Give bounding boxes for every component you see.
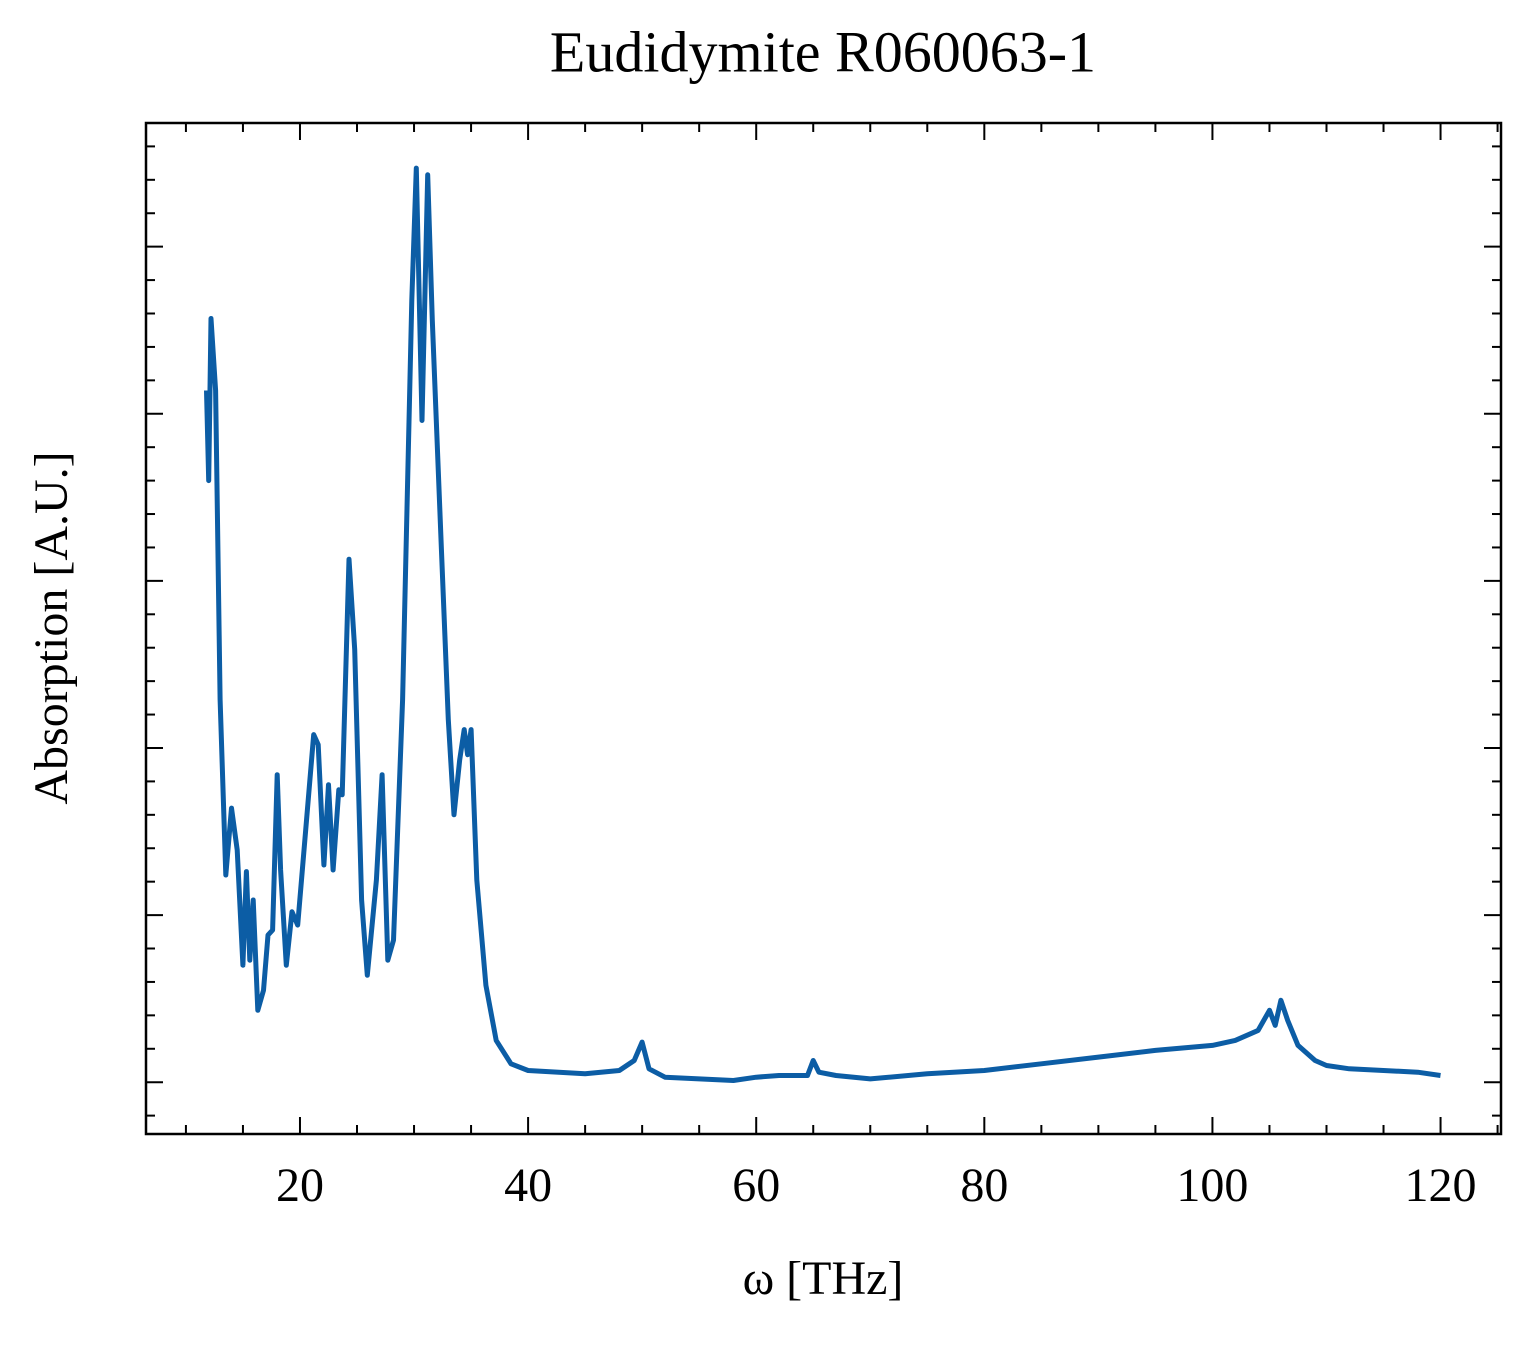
- data-line: [204, 165, 1441, 1083]
- y-axis-label: Absorption [A.U.]: [25, 451, 78, 804]
- x-tick-label: 60: [732, 1159, 780, 1212]
- x-tick-label: 100: [1176, 1159, 1248, 1212]
- x-tick-label: 80: [960, 1159, 1008, 1212]
- x-tick-label: 20: [276, 1159, 324, 1212]
- chart-title: Eudidymite R060063-1: [550, 19, 1096, 84]
- x-tick-label: 40: [504, 1159, 552, 1212]
- x-tick-label: 120: [1405, 1159, 1477, 1212]
- x-axis-label: ω [THz]: [743, 1252, 904, 1305]
- plot-frame: [144, 121, 1503, 1136]
